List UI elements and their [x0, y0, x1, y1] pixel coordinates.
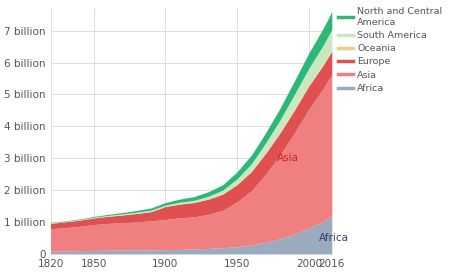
Legend: North and Central
America, South America, Oceania, Europe, Asia, Africa: North and Central America, South America… — [335, 4, 446, 97]
Text: Africa: Africa — [319, 233, 349, 243]
Text: Asia: Asia — [277, 153, 299, 163]
